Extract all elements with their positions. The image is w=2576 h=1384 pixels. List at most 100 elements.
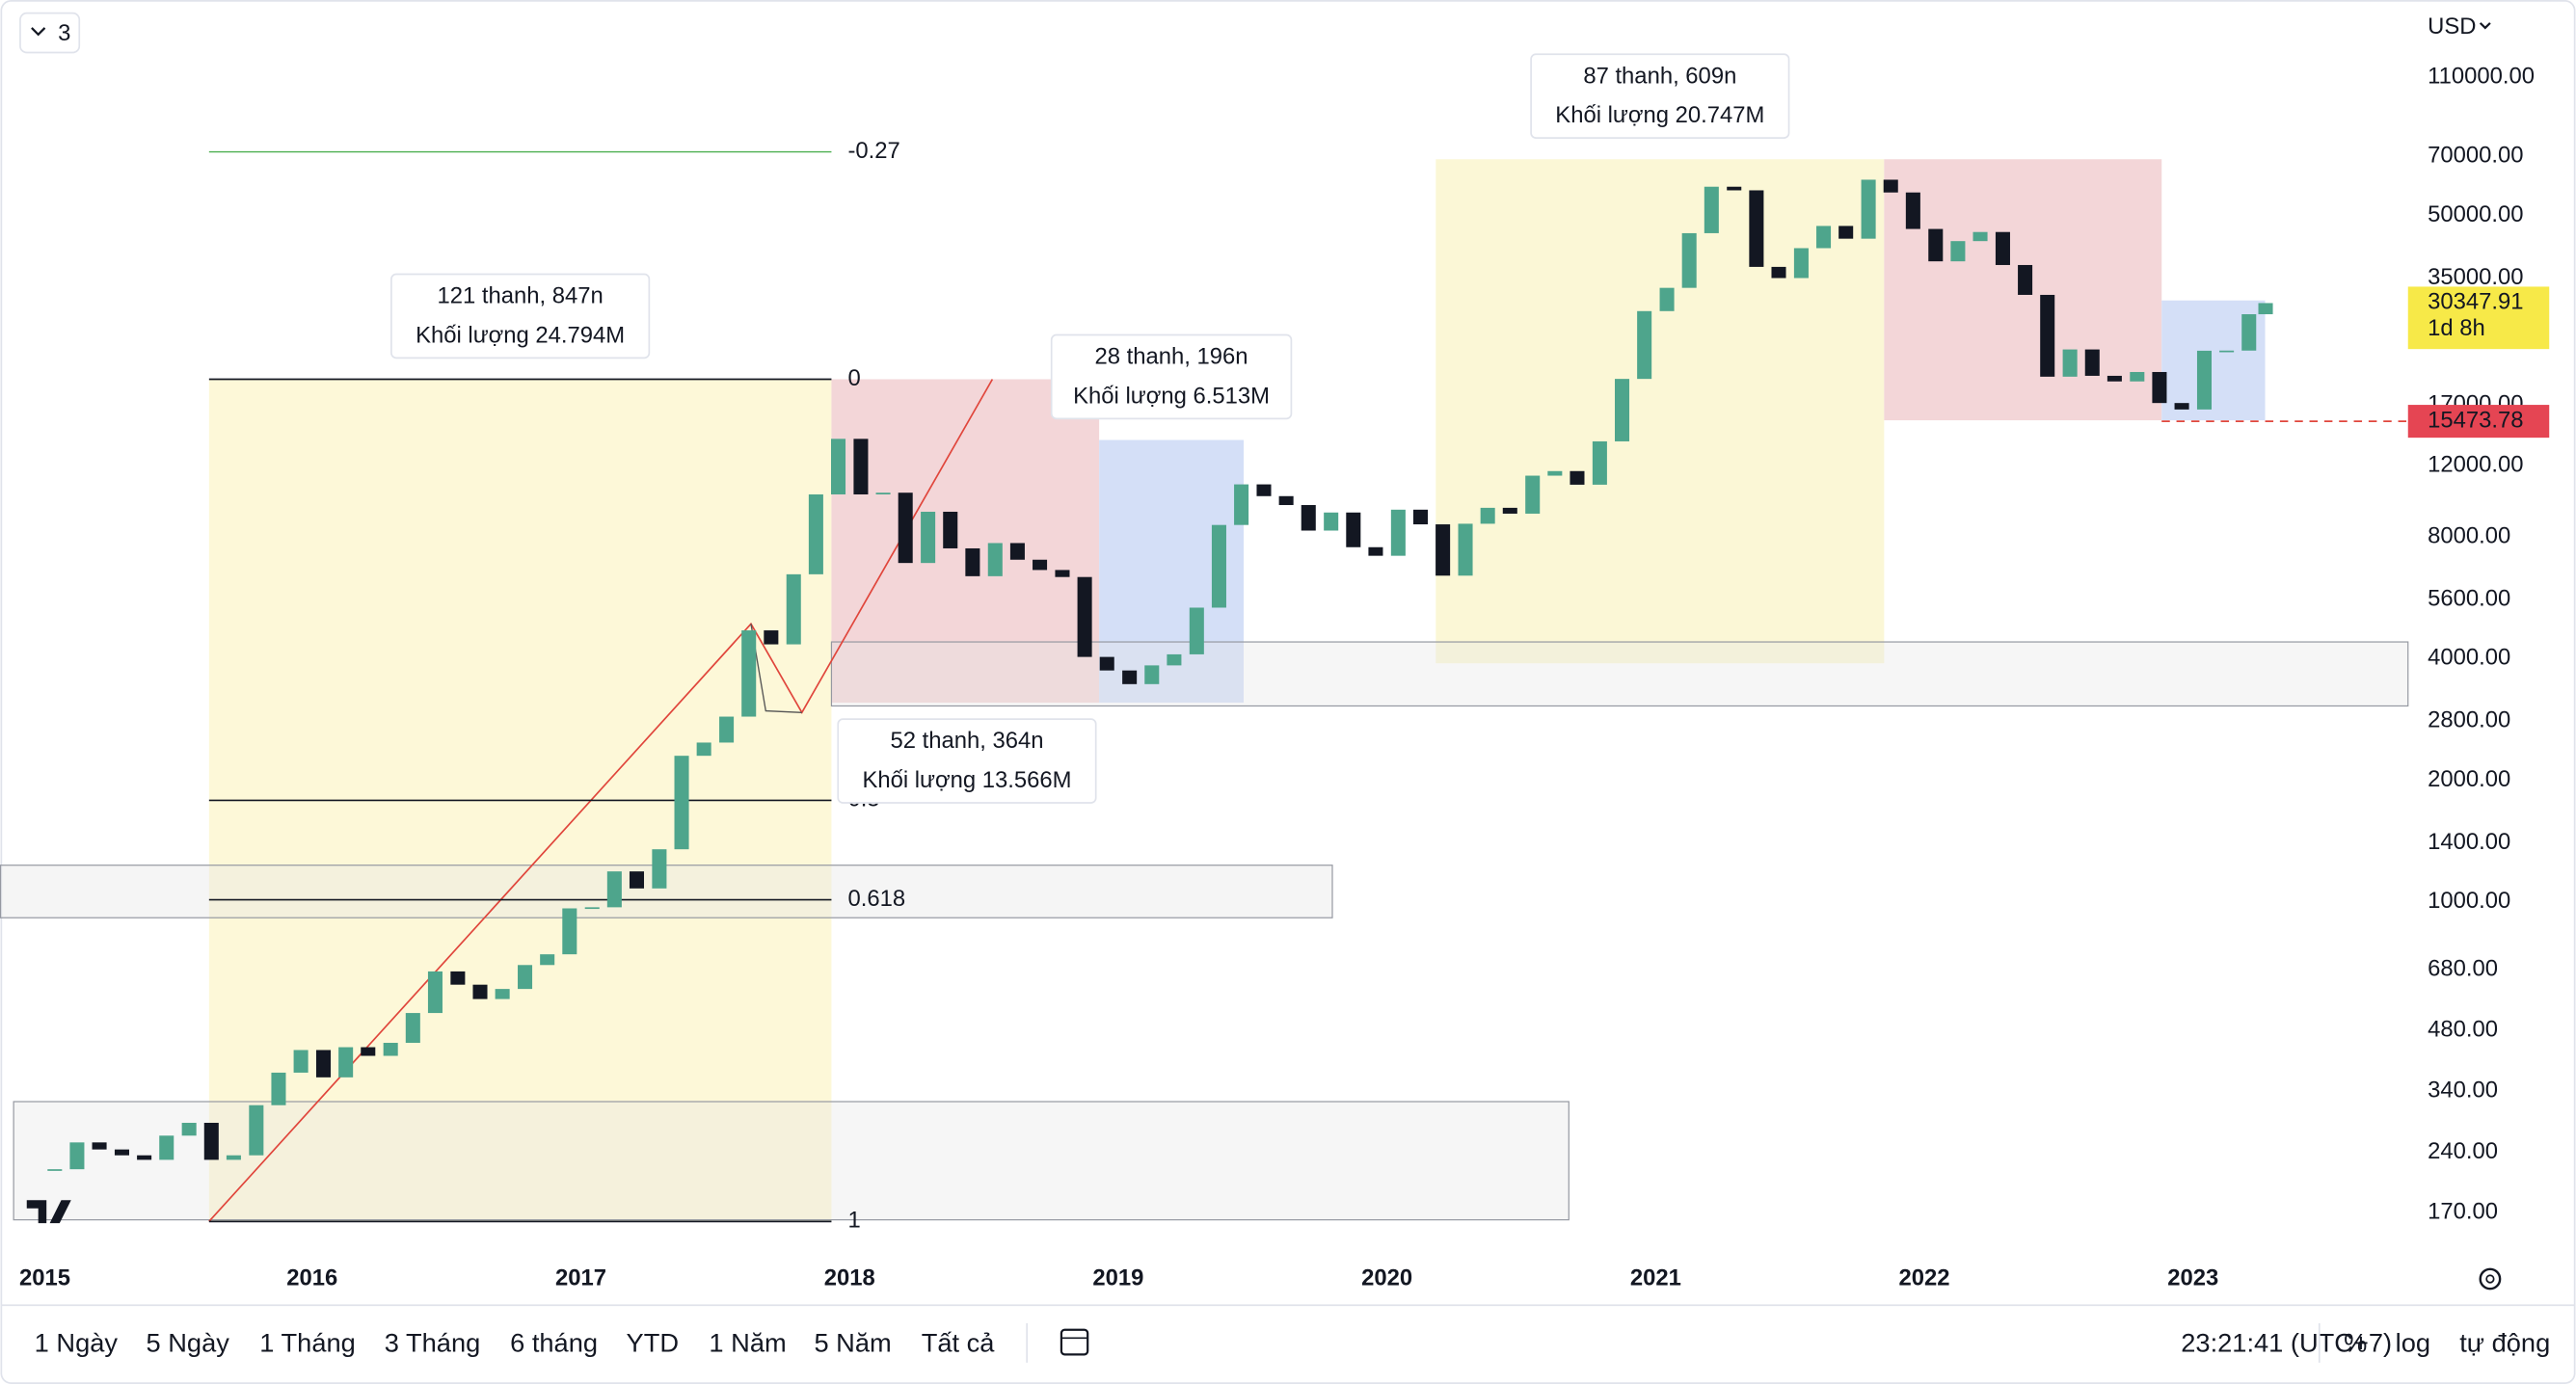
candle (1704, 186, 1719, 233)
candle (943, 511, 958, 548)
candle (1390, 509, 1406, 556)
candle (1793, 248, 1809, 279)
zone-box (13, 1101, 1570, 1221)
fib-label: 0 (847, 365, 860, 391)
chevron (2479, 22, 2491, 30)
range-box (1436, 159, 1885, 664)
candle (2062, 349, 2078, 377)
calendar-icon[interactable] (1060, 1328, 1089, 1356)
candle (831, 439, 846, 494)
x-tick-label: 2018 (824, 1264, 875, 1291)
candle (562, 908, 577, 955)
candle (203, 1123, 219, 1160)
measure-volume: Khối lượng 6.513M (1073, 384, 1270, 410)
last-price: 30347.91 (2428, 289, 2523, 315)
y-tick-label: 50000.00 (2428, 201, 2523, 227)
candle (1771, 266, 1786, 279)
measure-bars: 28 thanh, 196n (1095, 344, 1248, 370)
y-tick-label: 480.00 (2428, 1017, 2498, 1043)
y-tick-label: 2800.00 (2428, 707, 2510, 733)
candle (1928, 228, 1944, 262)
range-button[interactable]: 3 Tháng (385, 1327, 480, 1357)
candle (518, 965, 533, 990)
measure-box (837, 718, 1097, 804)
candle (1368, 546, 1383, 556)
candle (696, 742, 711, 757)
measure-volume: Khối lượng 24.794M (416, 323, 625, 349)
candle (159, 1135, 174, 1160)
x-tick-label: 2015 (19, 1264, 70, 1291)
zone-box (830, 641, 2409, 707)
candle (315, 1050, 332, 1078)
candle (1950, 241, 1966, 262)
y-tick-label: 35000.00 (2428, 264, 2523, 290)
low-price-box (2407, 405, 2550, 439)
candle (652, 849, 667, 889)
range-button[interactable]: 5 Năm (814, 1327, 891, 1357)
candle (1749, 190, 1764, 267)
candle (1234, 484, 1249, 525)
candle (764, 630, 779, 645)
range-button[interactable]: 1 Năm (709, 1327, 786, 1357)
chevron (31, 27, 46, 37)
zone-box (0, 865, 1333, 918)
last-price-box (2407, 286, 2550, 350)
candle (1592, 440, 1607, 485)
scale-button[interactable]: % (2344, 1327, 2367, 1357)
candle (1144, 665, 1160, 684)
range-box (831, 379, 1100, 704)
currency[interactable]: USD (2428, 13, 2476, 40)
candle (1972, 231, 1988, 242)
range-button[interactable]: YTD (627, 1327, 680, 1357)
candle (2258, 303, 2273, 315)
candle (427, 971, 443, 1014)
candle (1861, 179, 1876, 239)
candle (1727, 186, 1742, 191)
candle (338, 1047, 354, 1078)
y-tick-label: 240.00 (2428, 1138, 2498, 1164)
candle (2196, 350, 2213, 410)
scale-button[interactable]: log (2396, 1327, 2430, 1357)
y-tick-label: 340.00 (2428, 1078, 2498, 1104)
interval-button[interactable] (19, 12, 81, 54)
fib-label: -0.27 (847, 138, 899, 164)
candle (1346, 512, 1361, 547)
candle (1883, 179, 1898, 193)
low-price: 15473.78 (2428, 407, 2523, 433)
settings-icon[interactable] (2479, 1267, 2502, 1291)
candles (47, 179, 2273, 1171)
candle (2106, 375, 2122, 382)
y-tick-label: 70000.00 (2428, 143, 2523, 169)
range-button[interactable]: 1 Ngày (35, 1327, 119, 1357)
y-tick-label: 1000.00 (2428, 888, 2510, 914)
candle (1211, 524, 1226, 608)
candle (472, 984, 488, 999)
candle (361, 1047, 376, 1056)
candle (137, 1155, 152, 1160)
measure-box (390, 273, 651, 359)
candle (450, 971, 466, 985)
range-button[interactable]: 6 tháng (510, 1327, 598, 1357)
candle (1995, 231, 2010, 265)
candle (69, 1142, 85, 1170)
candle (2152, 371, 2167, 404)
measure-volume: Khối lượng 13.566M (862, 767, 1071, 793)
candle (1033, 559, 1048, 571)
countdown: 1d 8h (2428, 315, 2485, 341)
range-button[interactable]: 1 Tháng (259, 1327, 355, 1357)
measure-box (1050, 333, 1293, 420)
range-button[interactable]: 5 Ngày (147, 1327, 230, 1357)
candle (1324, 512, 1339, 531)
candle (1659, 287, 1675, 311)
candle (1480, 507, 1495, 524)
candle (1122, 670, 1138, 684)
candle (2219, 350, 2235, 353)
x-tick-label: 2021 (1630, 1264, 1681, 1291)
candle (921, 511, 936, 564)
range-button[interactable]: Tất cả (922, 1327, 996, 1357)
scale-button[interactable]: tự động (2459, 1327, 2550, 1357)
candle (1301, 505, 1316, 531)
measure-box (1530, 53, 1790, 139)
candle (1525, 475, 1541, 514)
